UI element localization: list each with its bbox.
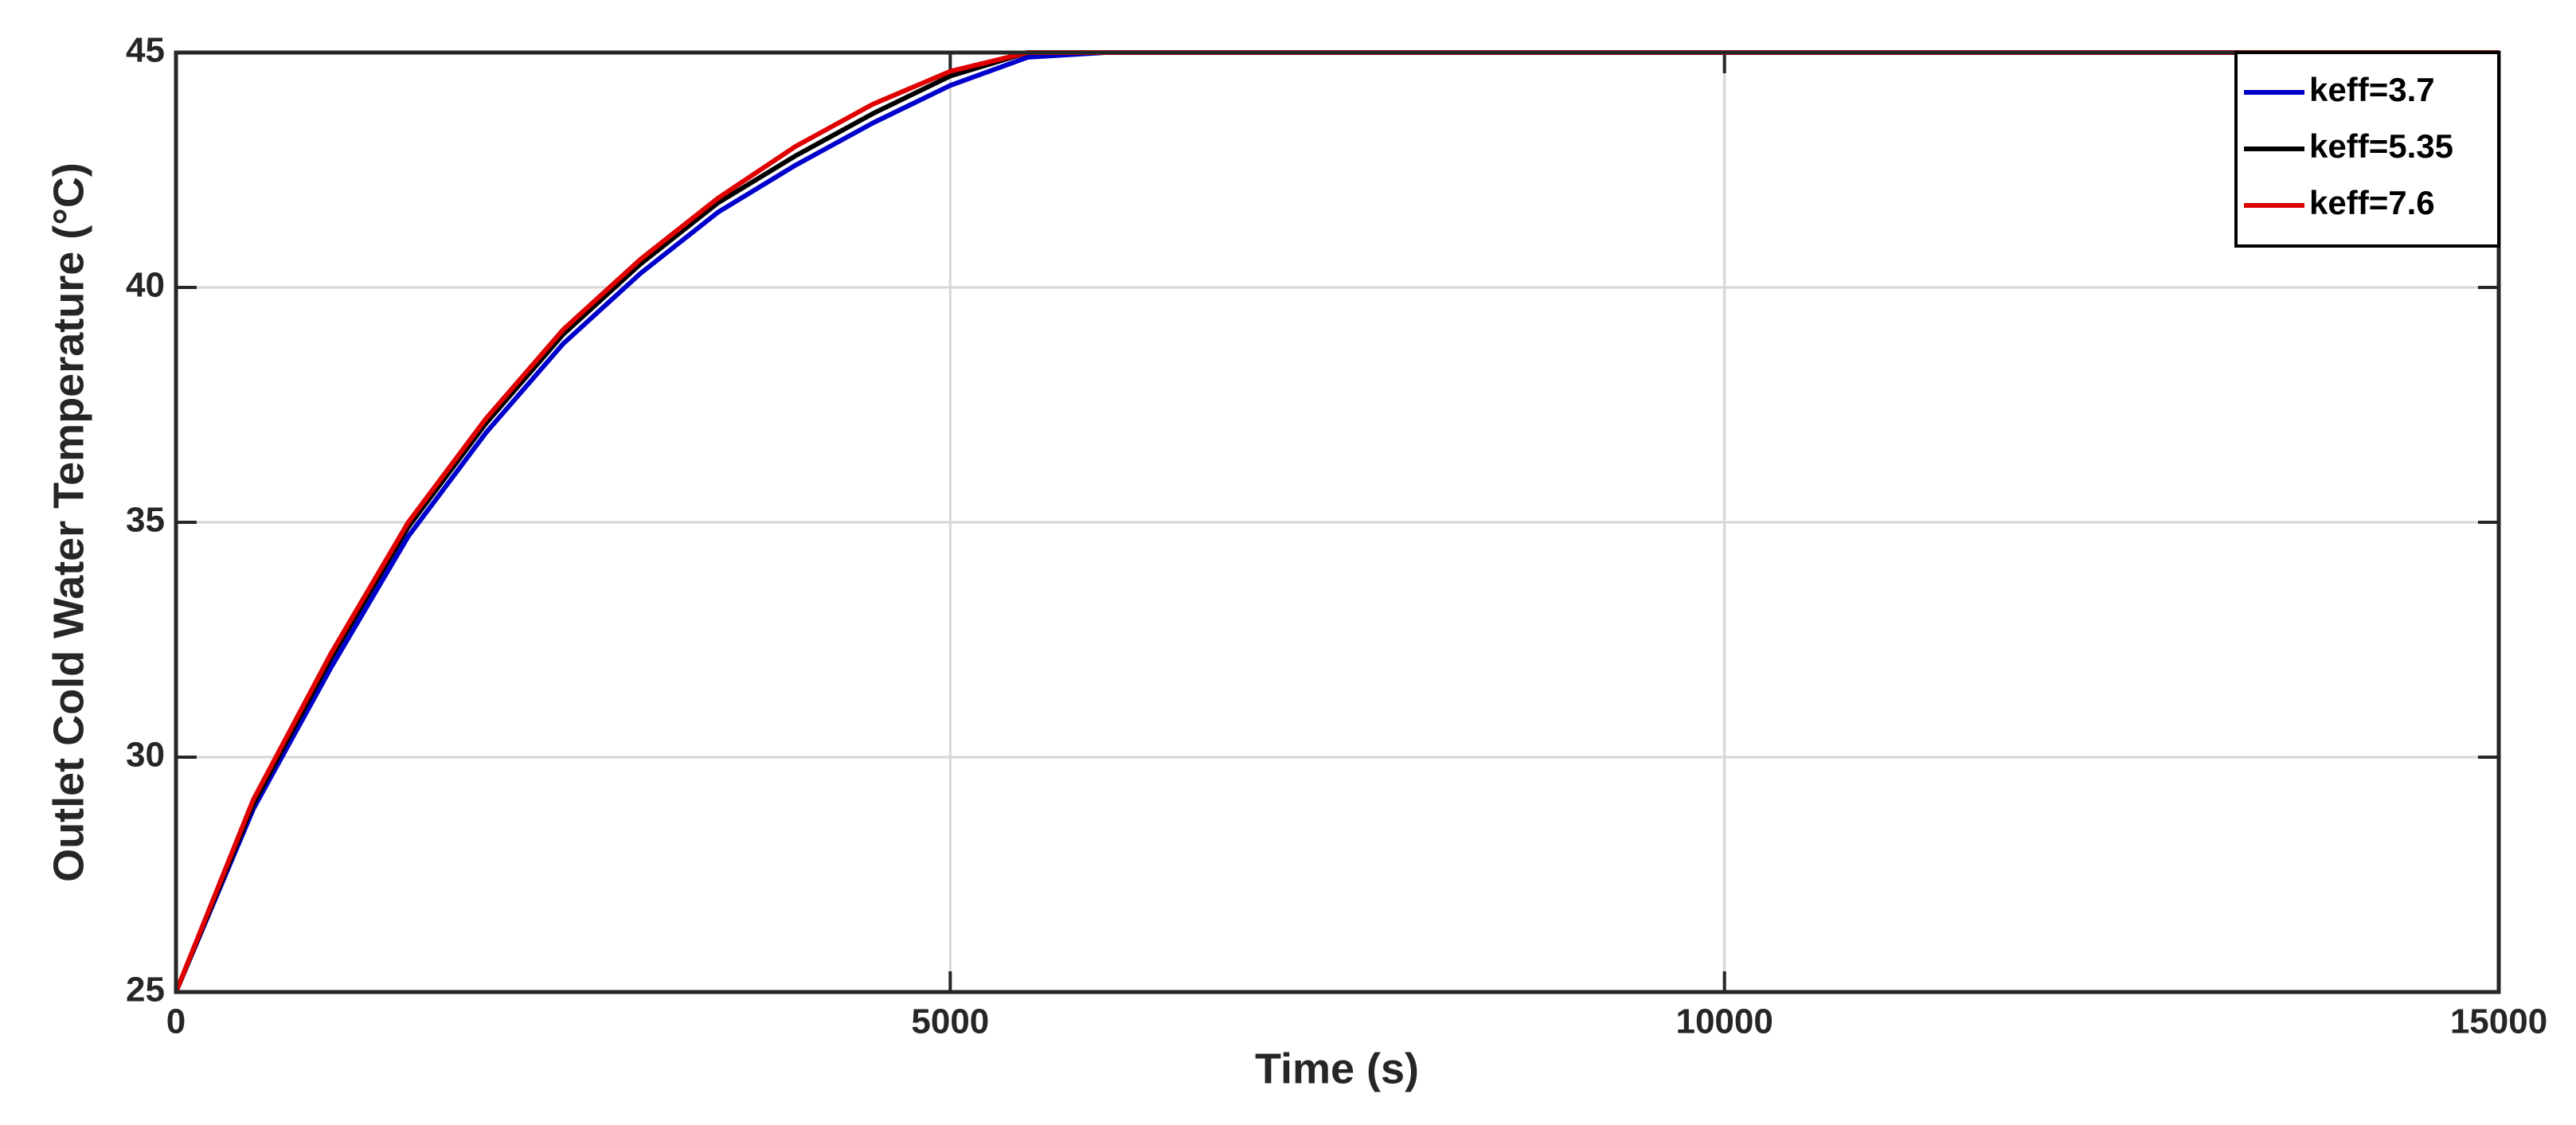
x-axis-label: Time (s): [1255, 1045, 1419, 1092]
y-tick-label: 30: [126, 736, 165, 775]
y-tick-label: 40: [126, 266, 165, 305]
axes-box: [174, 50, 2501, 994]
y-tick-label: 25: [126, 971, 165, 1010]
y-tick-label: 45: [126, 31, 165, 70]
x-tick-label: 10000: [1675, 1002, 1773, 1041]
series-line: [174, 50, 2499, 994]
y-tick-label: 35: [126, 501, 165, 540]
legend-label: keff=7.6: [2309, 184, 2435, 221]
x-tick-label: 0: [166, 1002, 186, 1041]
series-line: [174, 50, 2499, 994]
x-tick-label: 5000: [911, 1002, 989, 1041]
legend-label: keff=3.7: [2309, 71, 2435, 108]
x-tick-label: 15000: [2450, 1002, 2547, 1041]
y-axis-label: Outlet Cold Water Temperature (°C): [45, 162, 92, 882]
legend-label: keff=5.35: [2309, 127, 2453, 165]
